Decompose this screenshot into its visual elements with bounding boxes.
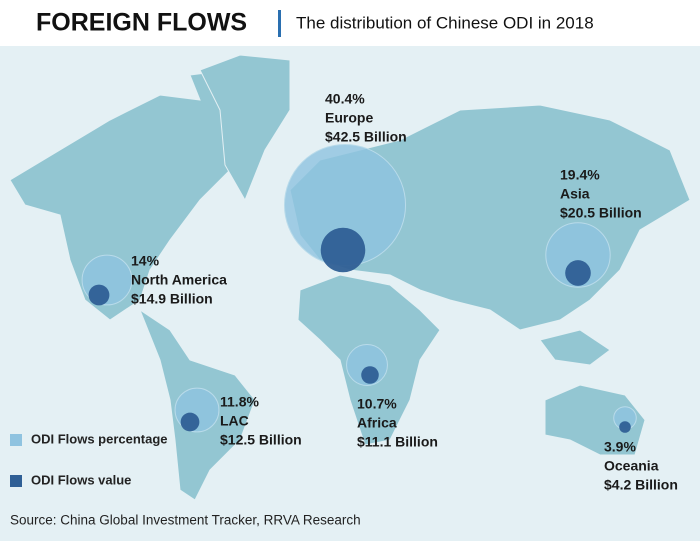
value-bubble <box>619 421 631 433</box>
value-label: $42.5 Billion <box>325 129 407 145</box>
legend-label: ODI Flows percentage <box>31 431 168 446</box>
legend-swatch <box>10 475 22 487</box>
divider <box>278 10 281 37</box>
legend-label: ODI Flows value <box>31 472 131 487</box>
region-name: Oceania <box>604 458 659 474</box>
value-bubble <box>320 227 366 273</box>
value-label: $14.9 Billion <box>131 291 213 307</box>
value-label: $20.5 Billion <box>560 205 642 221</box>
region-name: Asia <box>560 186 590 202</box>
percentage-label: 10.7% <box>357 396 397 412</box>
region-name: Africa <box>357 415 397 431</box>
bubbles <box>81 143 637 433</box>
value-label: $12.5 Billion <box>220 432 302 448</box>
percentage-label: 14% <box>131 253 160 269</box>
region-name: LAC <box>220 413 249 429</box>
percentage-label: 11.8% <box>220 394 259 410</box>
value-bubble <box>361 366 379 384</box>
title: FOREIGN FLOWS <box>36 9 247 37</box>
labels: 40.4% Europe $42.5 Billion 19.4% Asia $20.5 B… <box>131 91 678 493</box>
percentage-label: 40.4% <box>325 91 365 107</box>
header-band <box>0 0 700 46</box>
region-name: North America <box>131 272 227 288</box>
value-label: $11.1 Billion <box>357 434 438 450</box>
value-bubble <box>88 284 110 306</box>
source: Source: China Global Investment Tracker,… <box>10 513 361 528</box>
percentage-bubble <box>545 222 611 288</box>
legend: ODI Flows percentage ODI Flows value <box>10 431 168 487</box>
value-bubble <box>565 260 591 286</box>
percentage-label: 19.4% <box>560 167 600 183</box>
percentage-label: 3.9% <box>604 439 636 455</box>
legend-swatch <box>10 434 22 446</box>
region-name: Europe <box>325 110 373 126</box>
value-label: $4.2 Billion <box>604 477 678 493</box>
subtitle: The distribution of Chinese ODI in 2018 <box>296 13 594 32</box>
value-bubble <box>180 412 200 432</box>
